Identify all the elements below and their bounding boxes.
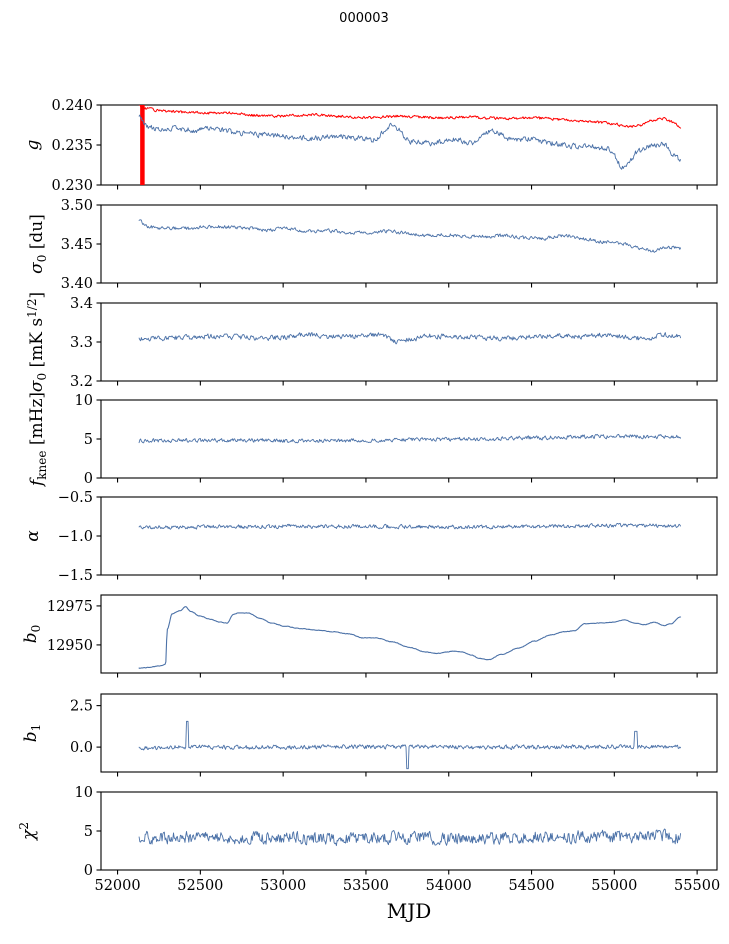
x-axis: 52000 52500 53000 53500 54000 54500 55000 55500… [94,878,720,923]
x-tick-label: 54500 [508,878,554,894]
series-b1 [138,720,682,770]
y-tick-label-b0: 12950 [47,638,93,654]
series-f-knee [138,433,682,444]
x-tick-label: 53000 [260,878,306,894]
panel-frame-alpha [100,496,718,576]
y-tick-label-b1: 2.5 [70,699,93,715]
series-alpha [138,522,682,530]
y-tick-label-alpha: −1.0 [58,529,93,545]
y-axis-label-alpha: α [23,530,43,542]
panel-sigma0_mk: 3.2 3.3 3.4 σ0 [mK s1/2] [25,292,718,392]
y-tick-label-chi2: 0 [84,863,93,879]
figure-title: 000003 [339,11,389,26]
y-axis-label-g: g [23,139,43,150]
panel-frame-b0 [100,594,718,674]
series-sigma0-mk [138,332,682,345]
panel-frame-b1 [100,693,718,773]
series-sigma0-du [138,219,682,253]
series-chi2 [138,828,682,847]
x-tick-label: 52500 [177,878,223,894]
x-tick-label: 54000 [426,878,472,894]
x-tick-label: 55500 [674,878,720,894]
y-axis-label-b1: b1 [21,724,43,743]
panel-chi2: 0 5 10 χ2 [17,785,718,879]
panel-frame-sigma0_mk [100,302,718,382]
x-tick-label: 52000 [94,878,140,894]
y-axis-label-chi2: χ2 [17,822,39,841]
y-axis-label-f_knee: fknee [mHz] [27,392,49,488]
y-tick-label-alpha: −0.5 [58,490,93,506]
panel-frame-chi2 [100,791,718,871]
series-b0 [138,606,682,669]
y-tick-label-g: 0.235 [51,138,93,154]
panel-frame-g [100,104,718,186]
y-tick-label-chi2: 10 [75,785,93,801]
panel-g: 0.230 0.235 0.240 g [23,98,718,194]
y-tick-label-sigma0_mk: 3.4 [70,296,93,312]
y-axis-label-b0: b0 [21,625,43,644]
x-tick-label: 53500 [343,878,389,894]
y-tick-label-g: 0.240 [51,98,93,114]
series-g-blue [138,114,682,170]
y-tick-label-b0: 12975 [47,599,93,615]
y-axis-label-sigma0_du: σ0 [du] [27,214,49,274]
panel-b1: 0.0 2.5 b1 [21,693,718,777]
y-tick-label-chi2: 5 [84,824,93,840]
y-axis-label-sigma0_mk: σ0 [mK s1/2] [25,292,49,392]
y-tick-label-sigma0_mk: 3.3 [70,335,93,351]
y-tick-label-sigma0_du: 3.45 [61,237,93,253]
y-tick-label-f_knee: 5 [84,432,93,448]
y-tick-label-f_knee: 10 [75,393,93,409]
panel-sigma0_du: 3.40 3.45 3.50 σ0 [du] [27,198,718,292]
x-axis-label: MJD [387,899,432,923]
y-tick-label-sigma0_du: 3.40 [61,276,93,292]
panel-frame-sigma0_du [100,204,718,284]
panel-f_knee: 0 5 10 fknee [mHz] [27,392,718,488]
y-tick-label-b1: 0.0 [70,740,93,756]
y-tick-label-f_knee: 0 [84,471,93,487]
y-tick-label-sigma0_mk: 3.2 [70,374,93,390]
panel-alpha: −1.5 −1.0 −0.5 α [23,490,718,584]
y-tick-label-g: 0.230 [51,178,93,194]
series-g-red [138,105,682,129]
y-tick-label-sigma0_du: 3.50 [61,198,93,214]
y-tick-label-alpha: −1.5 [58,568,93,584]
x-tick-label: 55000 [591,878,637,894]
